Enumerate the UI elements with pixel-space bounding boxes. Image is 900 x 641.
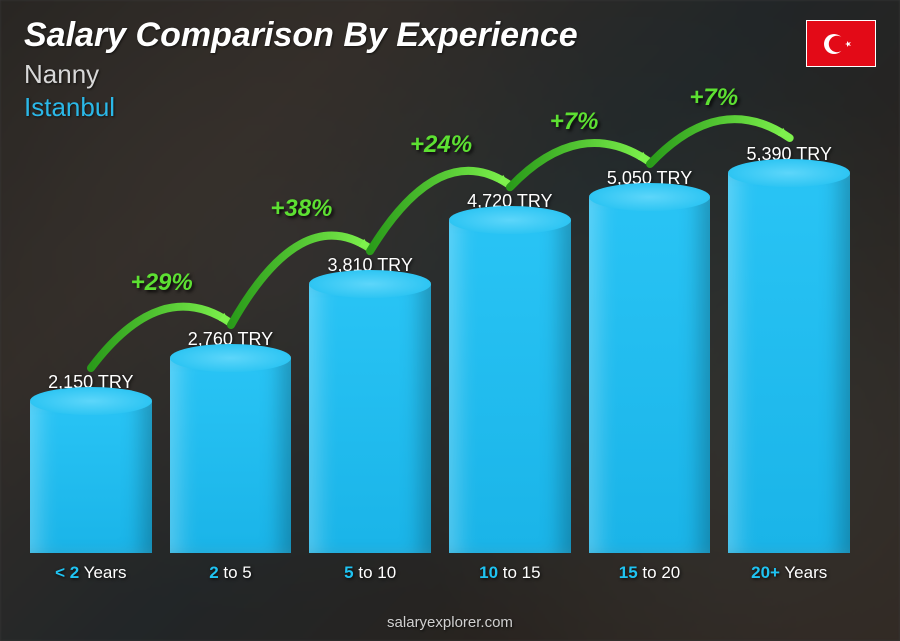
pct-increase-label: +7% xyxy=(550,108,599,136)
bar-wrap: 5,050 TRY15 to 20 xyxy=(589,168,711,583)
pct-increase-label: +29% xyxy=(131,269,193,297)
bar xyxy=(728,173,850,553)
bar-wrap: 2,760 TRY2 to 5 xyxy=(170,329,292,583)
chart-title: Salary Comparison By Experience xyxy=(24,16,578,55)
source-attribution: salaryexplorer.com xyxy=(0,614,900,631)
bar xyxy=(170,358,292,553)
chart-container: Salary Comparison By Experience Nanny Is… xyxy=(0,0,900,641)
bar-wrap: 5,390 TRY20+ Years xyxy=(728,144,850,583)
bar-wrap: 2,150 TRY< 2 Years xyxy=(30,372,152,583)
bar xyxy=(589,197,711,553)
pct-increase-label: +7% xyxy=(689,84,738,112)
chart-subtitle: Nanny xyxy=(24,59,578,90)
bar-chart: 2,150 TRY< 2 Years2,760 TRY2 to 53,810 T… xyxy=(30,153,850,583)
x-tick-label: < 2 Years xyxy=(55,563,126,583)
turkey-flag-icon xyxy=(806,20,876,67)
bar-wrap: 4,720 TRY10 to 15 xyxy=(449,191,571,583)
x-tick-label: 5 to 10 xyxy=(344,563,396,583)
chart-location: Istanbul xyxy=(24,92,578,123)
x-tick-label: 20+ Years xyxy=(751,563,827,583)
pct-increase-label: +38% xyxy=(270,195,332,223)
x-tick-label: 15 to 20 xyxy=(619,563,680,583)
bar xyxy=(449,220,571,553)
bar-wrap: 3,810 TRY5 to 10 xyxy=(309,255,431,583)
bar xyxy=(30,401,152,553)
x-tick-label: 10 to 15 xyxy=(479,563,540,583)
x-tick-label: 2 to 5 xyxy=(209,563,252,583)
pct-increase-label: +24% xyxy=(410,131,472,159)
bar xyxy=(309,284,431,553)
header: Salary Comparison By Experience Nanny Is… xyxy=(24,16,578,123)
